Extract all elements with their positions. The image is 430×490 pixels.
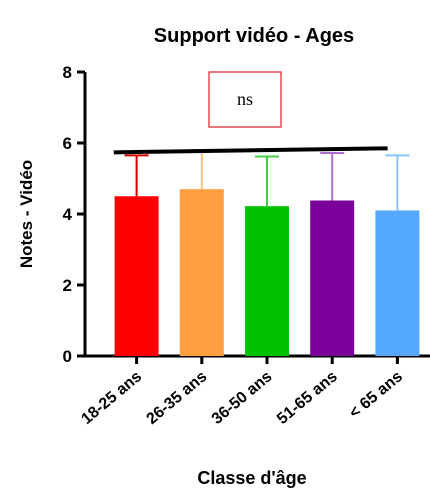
y-tick-label: 4 xyxy=(63,205,73,224)
bar xyxy=(310,200,355,356)
bar xyxy=(245,206,289,356)
y-tick-label: 8 xyxy=(63,63,72,82)
y-axis-label: Notes - Vidéo xyxy=(17,160,36,268)
x-tick-label: 26-35 ans xyxy=(144,368,211,428)
x-tick-label: 51-65 ans xyxy=(274,368,341,428)
y-tick-label: 0 xyxy=(63,347,72,366)
bar xyxy=(179,189,224,356)
y-tick-label: 6 xyxy=(63,134,72,153)
x-tick-label: 36-50 ans xyxy=(209,368,276,428)
y-tick-label: 2 xyxy=(63,276,72,295)
chart-title: Support vidéo - Ages xyxy=(154,25,354,47)
significance-annotation: ns xyxy=(113,71,388,155)
bar xyxy=(114,196,159,356)
x-tick-label: < 65 ans xyxy=(346,368,406,422)
significance-box xyxy=(208,71,282,128)
x-axis-label: Classe d'âge xyxy=(197,468,306,488)
x-tick-label: 18-25 ans xyxy=(78,368,145,428)
significance-label: ns xyxy=(237,89,253,109)
bar xyxy=(375,210,420,356)
significance-bar xyxy=(113,146,388,155)
